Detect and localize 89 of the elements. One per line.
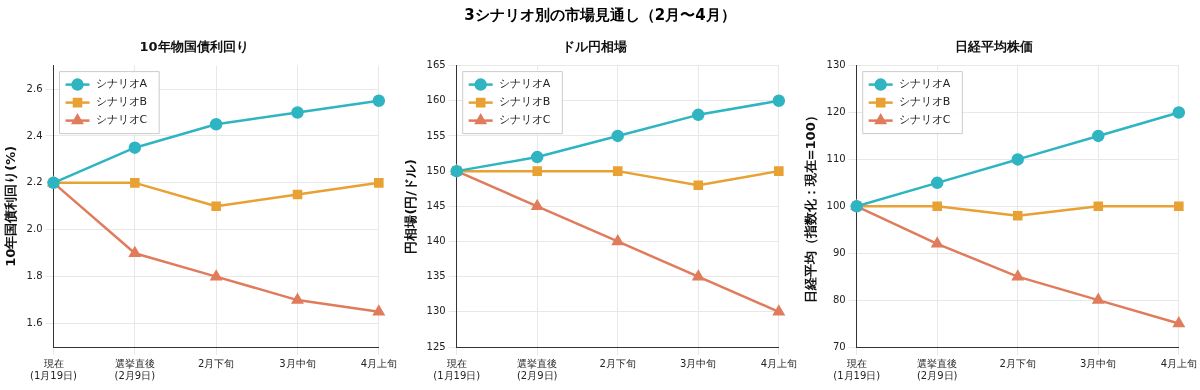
- x-tick-label: 3月中旬: [680, 357, 717, 369]
- x-tick-label: 4月上旬: [1160, 357, 1198, 369]
- legend-label: シナリオC: [898, 113, 951, 127]
- x-tick-label: 選挙直後 (2月9日): [114, 357, 156, 381]
- legend-label: シナリオA: [498, 77, 551, 91]
- x-tick-label: 4月上旬: [360, 357, 398, 369]
- point: [130, 178, 140, 188]
- chart-title: 10年物国債利回り: [139, 39, 249, 55]
- point: [291, 106, 304, 119]
- y-tick-label: 2.6: [26, 82, 43, 94]
- point: [1011, 153, 1024, 166]
- legend-label: シナリオC: [498, 113, 551, 127]
- y-tick-label: 110: [826, 152, 846, 164]
- x-tick-label: 2月下旬: [197, 357, 235, 369]
- y-tick-label: 160: [426, 94, 446, 106]
- chart-title: ドル円相場: [561, 39, 627, 55]
- point: [773, 305, 785, 316]
- point: [211, 201, 221, 212]
- y-tick-label: 2.2: [26, 176, 43, 188]
- point: [1173, 317, 1185, 328]
- point: [532, 166, 543, 176]
- y-tick-label: 125: [426, 340, 446, 352]
- x-tick-label: 2月下旬: [599, 357, 636, 369]
- point: [129, 246, 141, 257]
- legend-label: シナリオA: [898, 77, 951, 91]
- point: [291, 293, 304, 304]
- point: [1092, 129, 1105, 143]
- point: [1174, 201, 1184, 212]
- y-tick-label: 2.4: [26, 129, 43, 141]
- point: [612, 235, 624, 246]
- point: [930, 176, 944, 190]
- point: [1012, 270, 1024, 281]
- chart-title: 日経平均株価: [955, 39, 1033, 55]
- y-tick-label: 100: [826, 199, 846, 211]
- point: [692, 270, 704, 281]
- point: [611, 129, 624, 143]
- point: [128, 141, 142, 154]
- y-tick-label: 80: [832, 293, 846, 305]
- point: [209, 117, 223, 131]
- y-tick-label: 165: [426, 59, 446, 71]
- y-tick-label: 140: [426, 235, 446, 247]
- x-tick-label: 2月下旬: [999, 357, 1036, 369]
- x-tick-label: 4月上旬: [760, 357, 798, 369]
- point: [612, 166, 623, 176]
- point: [372, 94, 386, 108]
- point: [772, 94, 786, 108]
- legend-label: シナリオB: [498, 95, 551, 109]
- point: [1012, 210, 1023, 221]
- point: [374, 178, 384, 188]
- y-tick-label: 90: [832, 246, 846, 258]
- y-axis-title: 10年国債利回り(%): [3, 145, 19, 267]
- text: 3シナリオ別の市場見通し（2月〜4月）: [464, 6, 736, 24]
- x-tick-label: 現在 (1月19日): [433, 357, 481, 381]
- point: [210, 270, 222, 281]
- y-tick-label: 2.0: [26, 223, 43, 235]
- legend-label: シナリオB: [898, 95, 951, 109]
- point: [530, 150, 544, 164]
- y-tick-label: 150: [426, 164, 446, 176]
- x-tick-label: 選挙直後 (2月9日): [516, 357, 558, 381]
- point: [1093, 201, 1104, 212]
- point: [931, 237, 943, 248]
- y-axis-title: 日経平均（指数化：現在=100）: [803, 109, 819, 304]
- y-tick-label: 145: [426, 199, 446, 211]
- y-tick-label: 70: [832, 340, 846, 352]
- point: [692, 108, 705, 122]
- point: [373, 305, 385, 316]
- point: [1172, 106, 1186, 119]
- y-tick-label: 130: [826, 59, 846, 71]
- x-tick-label: 3月中旬: [1080, 357, 1117, 369]
- y-tick-label: 120: [826, 106, 846, 118]
- legend-label: シナリオA: [95, 77, 148, 91]
- y-tick-label: 1.8: [26, 270, 43, 282]
- x-tick-label: 3月中旬: [279, 357, 316, 369]
- y-tick-label: 1.6: [26, 317, 43, 329]
- x-tick-label: 選挙直後 (2月9日): [916, 357, 958, 381]
- point: [693, 180, 704, 190]
- point: [531, 200, 543, 211]
- point: [774, 166, 784, 176]
- point: [1092, 293, 1104, 304]
- point: [292, 189, 303, 200]
- y-axis-title: 円相場(円/ドル): [403, 158, 419, 254]
- x-tick-label: 現在 (1月19日): [30, 357, 78, 381]
- y-tick-label: 130: [426, 305, 446, 317]
- legend-label: シナリオB: [95, 95, 148, 109]
- legend-label: シナリオC: [95, 113, 148, 127]
- x-tick-label: 現在 (1月19日): [833, 357, 881, 381]
- point: [932, 201, 943, 212]
- y-tick-label: 135: [426, 270, 446, 282]
- y-tick-label: 155: [426, 129, 446, 141]
